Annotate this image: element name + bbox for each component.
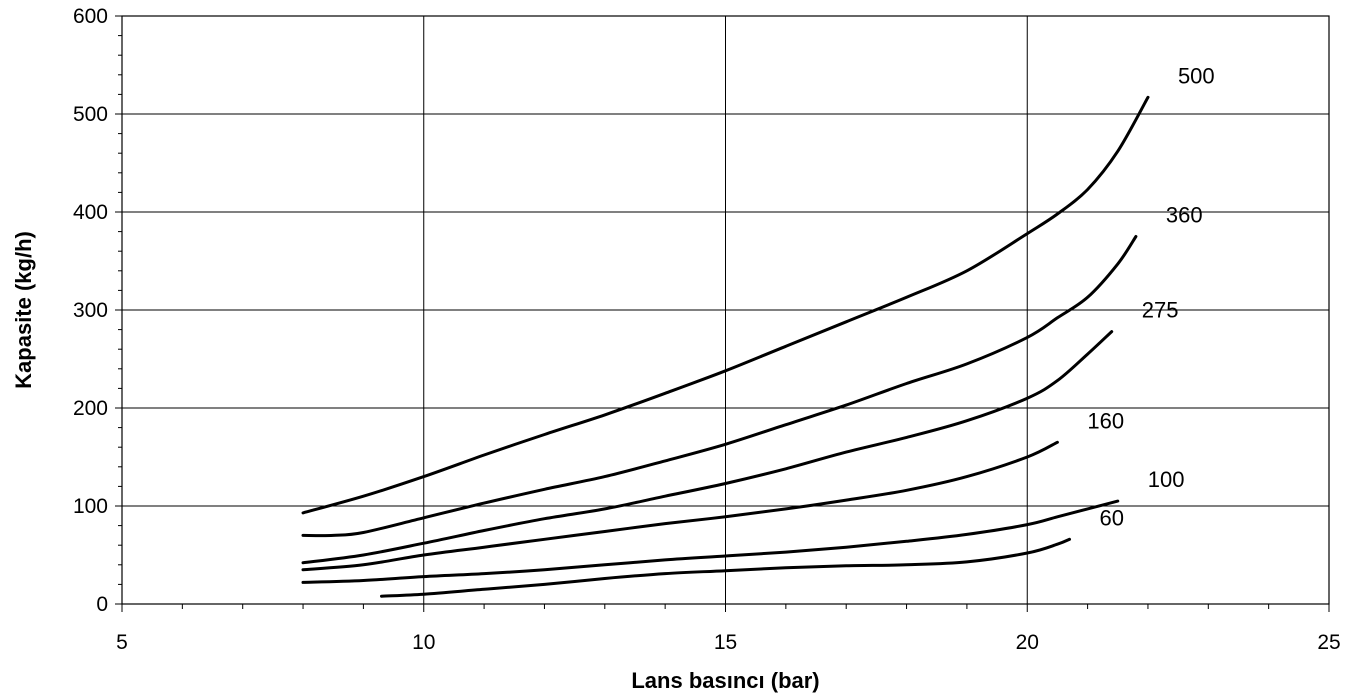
y-tick-label: 100 [73, 495, 108, 518]
x-axis-title: Lans basıncı (bar) [631, 668, 819, 693]
series-label-275: 275 [1142, 298, 1179, 323]
axis-ticks [115, 15, 1330, 612]
series-label-500: 500 [1178, 63, 1215, 88]
y-tick-label: 600 [73, 5, 108, 28]
series-line-100 [301, 499, 1120, 584]
series-line-360 [301, 235, 1138, 538]
series-line-500 [301, 95, 1150, 515]
x-tick-label: 25 [1317, 631, 1340, 654]
y-tick-label: 300 [73, 299, 108, 322]
x-tick-label: 20 [1016, 631, 1039, 654]
labels-group: 0 100 200 300 400 500 600 5 10 15 20 25 500 360 275 160… [73, 5, 1341, 654]
series-line-275 [301, 330, 1114, 565]
y-tick-label: 0 [96, 593, 108, 616]
x-tick-label: 15 [714, 631, 737, 654]
y-tick-label: 200 [73, 397, 108, 420]
series-label-60: 60 [1099, 505, 1123, 530]
series-label-100: 100 [1148, 467, 1185, 492]
y-tick-label: 500 [73, 103, 108, 126]
y-axis-title: Kapasite (kg/h) [11, 231, 36, 389]
grid [122, 16, 1329, 604]
y-tick-label: 400 [73, 201, 108, 224]
x-tick-label: 5 [116, 631, 128, 654]
series-line-60 [380, 537, 1071, 598]
series-label-360: 360 [1166, 203, 1203, 228]
series-group [301, 95, 1150, 598]
series-line-160 [301, 440, 1059, 572]
series-label-160: 160 [1087, 408, 1124, 433]
x-tick-label: 10 [412, 631, 435, 654]
